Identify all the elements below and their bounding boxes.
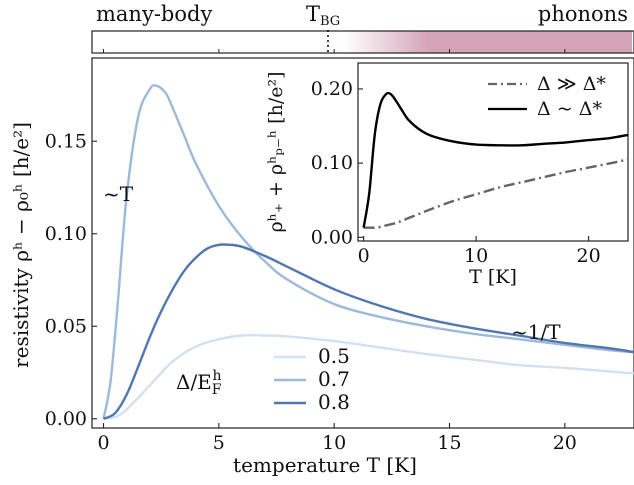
y-tick-label: 0.20 [311,78,353,100]
annotation-linear: ~T [103,182,134,206]
x-tick-label: 20 [577,245,601,267]
annotation-inverse: ~1/T [511,320,561,344]
x-tick-label: 0 [97,432,109,454]
inset-series-line-0 [363,158,629,229]
inset-lines [362,91,629,229]
inset-x-axis-label: T [K] [469,266,517,288]
y-tick-label: 0.05 [45,315,87,337]
legend-label: 0.5 [318,344,350,368]
regime-label-many-body: many-body [96,2,212,26]
regime-bar: many-body phonons TBG [91,2,634,55]
inset-axes: 0 10 20 0.00 0.10 0.20 [311,78,601,267]
main-plot-frame [91,57,634,429]
main-legend: Δ/EFh 0.50.70.8 [176,344,350,414]
legend-items: 0.50.70.8 [274,344,350,414]
x-tick-label: 20 [553,432,577,454]
legend-title: Δ/EFh [176,368,222,398]
main-plot: 0 5 10 15 20 0.00 0.05 0.10 0.15 temperature T [… [9,57,634,477]
regime-label-tbg: TBG [306,2,340,29]
regime-label-phonons: phonons [538,2,628,26]
inset-legend-label: Δ ≫ Δ* [537,73,606,95]
main-axes: 0 5 10 15 20 0.00 0.05 0.10 0.15 [45,130,577,454]
x-tick-label: 0 [358,245,370,267]
y-tick-label: 0.10 [311,152,353,174]
x-tick-label: 10 [464,245,488,267]
y-tick-label: 0.15 [45,130,87,152]
series-line-0.8 [102,243,634,420]
regime-bar-ticks [103,49,566,53]
legend-label: 0.8 [318,390,350,414]
inset-frame [357,62,629,242]
phonon-shade [430,31,632,53]
inset-series-line-1 [362,91,629,228]
inset-y-axis-label: ρʰ₊ + ρʰₚ₋ʰ [h/e²] [265,71,287,232]
main-y-axis-label: resistivity ρʰ − ρ₀ʰ [h/e²] [9,122,33,368]
inset-plot: 0 10 20 0.00 0.10 0.20 T [K] ρʰ₊ + ρʰₚ₋ʰ [h/e… [265,62,629,288]
y-tick-label: 0.00 [311,226,353,248]
y-tick-label: 0.00 [45,408,87,430]
x-tick-label: 15 [437,432,461,454]
series-line-0.5 [103,333,634,420]
y-tick-label: 0.10 [45,223,87,245]
x-tick-label: 5 [213,432,225,454]
phonon-shade-gradient [345,31,430,53]
inset-legend-label: Δ ~ Δ* [537,98,602,120]
series-line-0.7 [102,84,634,420]
main-x-axis-label: temperature T [K] [233,453,417,477]
x-tick-label: 10 [322,432,346,454]
main-lines [102,84,634,420]
legend-label: 0.7 [318,367,350,391]
regime-bar-frame [91,30,634,54]
inset-legend: Δ ≫ Δ* Δ ~ Δ* [488,73,606,120]
